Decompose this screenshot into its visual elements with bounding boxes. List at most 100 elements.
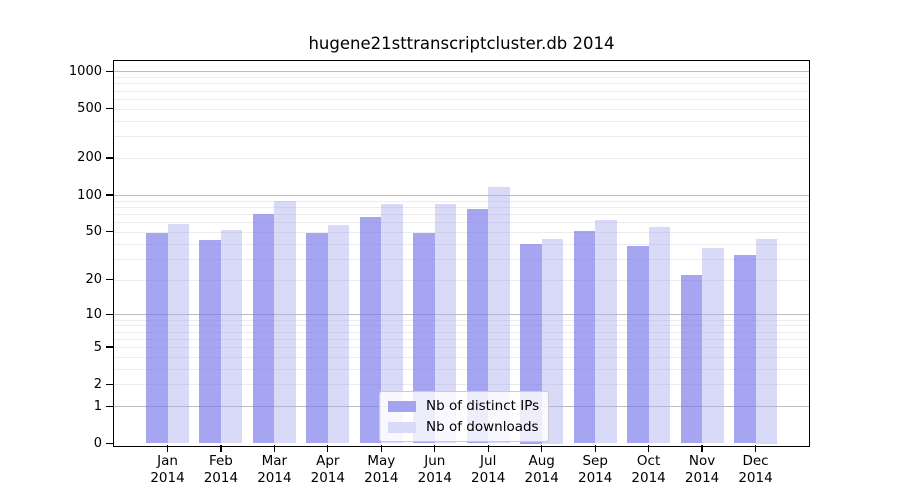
gridline-minor [114,356,809,358]
gridline-minor [114,222,809,224]
gridline-minor [114,279,809,281]
y-tick-label: 500 [77,101,102,117]
x-tick-month: Oct [636,453,661,469]
gridline-minor [114,325,809,327]
x-tick [327,445,329,452]
gridline-minor [114,319,809,321]
gridline-minor [114,77,809,79]
x-tick [434,445,436,452]
y-tick-label: 200 [77,150,102,166]
y-tick-label: 2 [93,376,102,392]
x-tick [273,445,276,452]
gridline-minor [114,157,809,159]
x-tick [754,445,757,452]
x-tick [380,445,382,452]
bar-downloads-apr [327,224,350,444]
gridline-major [114,195,809,196]
x-tick [594,445,596,452]
y-tick-label: 100 [77,187,102,203]
gridline-minor [114,90,809,92]
x-tick [487,445,489,452]
y-tick [106,108,113,110]
x-tick-month: Dec [742,453,769,469]
bar-downloads-feb [220,229,243,444]
gridline-minor [114,331,809,333]
x-tick-year: 2014 [578,470,613,486]
legend: Nb of distinct IPs Nb of downloads [379,391,550,442]
y-tick-label: 20 [85,272,102,287]
x-tick-month: Aug [528,453,555,469]
legend-label-distinct-ips: Nb of distinct IPs [426,398,540,414]
gridline-minor [114,98,809,100]
bar-downloads-oct [648,226,671,444]
x-tick-label: Oct 2014 [617,453,681,487]
x-tick-year: 2014 [310,470,345,486]
bar-distinct-ips-mar [252,213,275,444]
y-tick-label: 5 [93,339,102,355]
bar-distinct-ips-dec [734,255,756,444]
gridline-major [114,71,809,73]
x-tick-label: Mar 2014 [242,453,306,487]
y-tick [106,405,113,407]
y-tick-label: 1000 [68,63,102,79]
gridline-minor [114,338,809,340]
x-tick-year: 2014 [257,470,292,486]
bar-distinct-ips-sep [573,230,596,444]
x-tick-label: Dec 2014 [724,453,788,487]
x-tick-month: May [367,453,396,469]
x-tick-month: Apr [316,453,340,469]
bar-distinct-ips-jul [466,208,489,444]
legend-row-downloads: Nb of downloads [388,418,539,436]
x-tick-year: 2014 [150,470,185,486]
legend-label-downloads: Nb of downloads [426,419,539,435]
bar-distinct-ips-oct [627,246,649,444]
x-tick [220,445,222,452]
gridline-minor [114,200,809,202]
bar-downloads-nov [702,247,724,444]
gridline-minor [114,347,809,348]
x-tick-label: Sep 2014 [563,453,627,487]
x-tick-year: 2014 [364,470,399,486]
x-tick-month: Jan [157,453,178,469]
bar-downloads-dec [755,238,777,444]
y-tick [106,313,113,316]
y-tick-label: 50 [85,224,102,240]
x-tick-month: Jun [424,453,446,469]
x-tick-label: Nov 2014 [670,453,734,487]
bar-distinct-ips-jan [146,232,168,444]
bar-downloads-sep [595,220,617,444]
y-tick [106,278,113,281]
gridline-minor [114,108,809,110]
x-tick [647,445,650,452]
gridline-minor [114,120,809,122]
x-tick-month: Jul [480,453,497,469]
x-tick-label: Jul 2014 [456,453,520,487]
x-tick-month: Mar [261,453,288,469]
y-tick [106,231,113,233]
x-tick-label: Jan 2014 [136,453,200,487]
gridline-minor [114,213,809,215]
y-tick [106,157,113,159]
bar-distinct-ips-feb [199,239,221,444]
y-tick [106,194,113,196]
x-tick-month: Feb [208,453,233,469]
x-tick-month: Sep [582,453,608,469]
x-tick-year: 2014 [203,470,239,486]
bar-distinct-ips-apr [306,232,328,444]
y-tick-label: 0 [93,436,102,451]
x-tick [541,445,543,452]
legend-row-distinct-ips: Nb of distinct IPs [388,397,539,415]
gridline-minor [114,384,809,386]
x-tick-year: 2014 [684,470,720,486]
y-tick [106,346,113,348]
gridline-minor [114,206,809,208]
y-tick-label: 10 [85,306,102,322]
x-tick-month: Nov [688,453,716,469]
bar-downloads-jan [167,223,189,444]
bar-downloads-mar [274,201,296,444]
x-tick-year: 2014 [524,470,559,486]
x-tick-label: Apr 2014 [296,453,360,487]
x-tick-label: Jun 2014 [403,453,467,487]
gridline-major [114,314,809,316]
gridline-minor [114,243,809,245]
